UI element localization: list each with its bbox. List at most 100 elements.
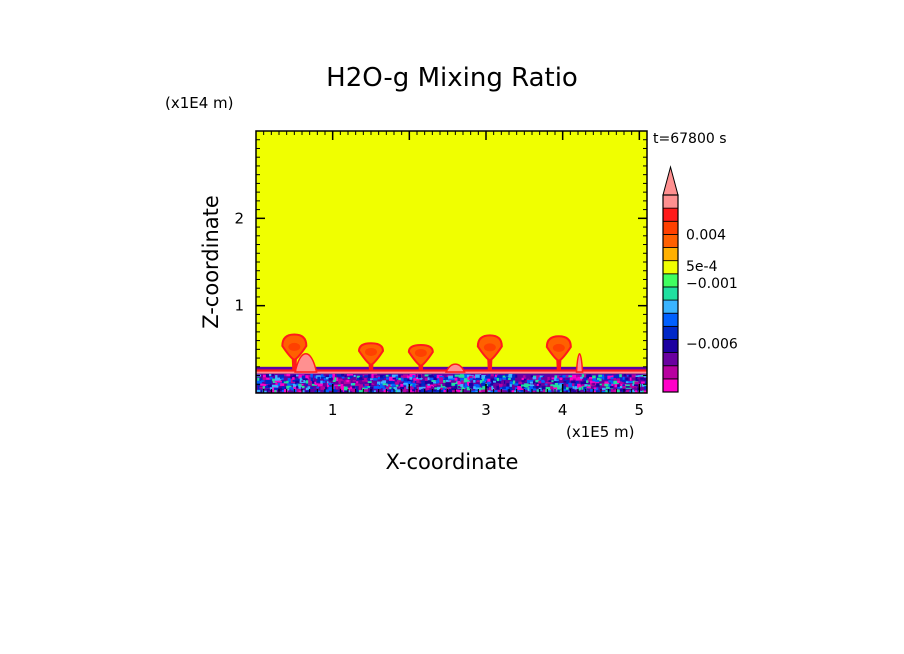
boundary-layer-cell bbox=[475, 374, 482, 379]
boundary-layer-cell bbox=[518, 381, 522, 386]
boundary-layer-cell bbox=[299, 380, 306, 383]
y-tick-label: 2 bbox=[234, 209, 244, 227]
boundary-layer-cell bbox=[323, 383, 330, 387]
boundary-layer-cell bbox=[430, 377, 434, 381]
x-tick-label: 5 bbox=[635, 401, 645, 419]
boundary-layer-cell bbox=[475, 389, 480, 392]
boundary-layer-cell bbox=[568, 390, 571, 393]
boundary-layer-cell bbox=[350, 389, 356, 392]
boundary-layer-cell bbox=[353, 374, 356, 377]
boundary-layer-cell bbox=[436, 390, 442, 393]
time-label: t=67800 s bbox=[653, 131, 727, 147]
boundary-layer-cell bbox=[580, 376, 583, 379]
boundary-layer-cell bbox=[275, 375, 278, 380]
boundary-layer-cell bbox=[373, 374, 378, 379]
colorbar-segment bbox=[662, 194, 679, 209]
boundary-layer-cell bbox=[296, 383, 299, 387]
boundary-layer-cell bbox=[547, 387, 551, 390]
boundary-layer-cell bbox=[442, 383, 448, 387]
boundary-layer-cell bbox=[487, 381, 492, 385]
surface-mound bbox=[575, 352, 584, 373]
boundary-layer-cell bbox=[379, 386, 385, 388]
boundary-layer-cell bbox=[617, 378, 620, 382]
boundary-layer-cell bbox=[421, 389, 425, 393]
boundary-layer-cell bbox=[407, 378, 411, 382]
boundary-layer-cell bbox=[337, 390, 341, 393]
boundary-layer-cell bbox=[316, 386, 319, 389]
boundary-layer-cell bbox=[320, 376, 328, 379]
colorbar-segment bbox=[662, 352, 679, 367]
boundary-layer-cell bbox=[628, 381, 634, 383]
boundary-layer-cell bbox=[521, 380, 526, 382]
boundary-layer-cell bbox=[532, 376, 539, 380]
boundary-layer-cell bbox=[364, 383, 370, 386]
boundary-layer-cell bbox=[596, 383, 602, 387]
boundary-layer-cell bbox=[631, 374, 636, 379]
boundary-layer-cell bbox=[320, 374, 325, 378]
boundary-layer-cell bbox=[328, 380, 334, 383]
boundary-layer-cell bbox=[409, 389, 415, 393]
boundary-layer-cell bbox=[638, 390, 643, 393]
boundary-layer-cell bbox=[505, 380, 511, 385]
boundary-layer-cell bbox=[401, 377, 404, 382]
boundary-layer-cell bbox=[634, 390, 641, 393]
boundary-layer-cell bbox=[550, 386, 554, 390]
boundary-layer-cell bbox=[301, 383, 304, 386]
boundary-layer-cell bbox=[605, 374, 613, 377]
boundary-layer-cell bbox=[443, 378, 448, 381]
boundary-layer-cell bbox=[395, 377, 399, 380]
plume-core bbox=[288, 342, 301, 351]
boundary-layer-cell bbox=[634, 381, 640, 386]
boundary-layer-cell bbox=[386, 389, 392, 392]
x-tick-label: 4 bbox=[558, 401, 568, 419]
boundary-layer-cell bbox=[523, 375, 526, 378]
boundary-layer-cell bbox=[475, 384, 481, 388]
boundary-layer-cell bbox=[308, 379, 314, 384]
boundary-layer-cell bbox=[281, 377, 286, 380]
boundary-layer-cell bbox=[347, 387, 351, 391]
boundary-layer-cell bbox=[584, 384, 588, 387]
boundary-layer-cell bbox=[388, 380, 394, 385]
boundary-layer-cell bbox=[454, 377, 458, 381]
boundary-layer-cell bbox=[631, 377, 637, 381]
boundary-layer-cell bbox=[458, 385, 462, 389]
boundary-layer-cell bbox=[518, 390, 526, 393]
boundary-layer-cell bbox=[578, 387, 582, 392]
boundary-layer-cell bbox=[425, 387, 430, 391]
boundary-layer-cell bbox=[359, 375, 363, 379]
boundary-layer-cell bbox=[406, 390, 411, 393]
boundary-layer-cell bbox=[290, 378, 294, 381]
boundary-layer-cell bbox=[296, 385, 301, 389]
boundary-layer-cell bbox=[298, 374, 305, 379]
boundary-layer-cell bbox=[416, 380, 422, 383]
boundary-layer-cell bbox=[614, 384, 619, 389]
boundary-layer-cell bbox=[496, 375, 502, 380]
boundary-layer-cell bbox=[377, 386, 382, 389]
boundary-layer-cell bbox=[553, 387, 560, 391]
boundary-layer-cell bbox=[556, 378, 559, 381]
boundary-layer-cell bbox=[601, 390, 608, 393]
boundary-layer-cell bbox=[478, 390, 482, 393]
boundary-layer-cell bbox=[622, 376, 625, 382]
boundary-layer-cell bbox=[403, 389, 408, 393]
boundary-layer-cell bbox=[583, 386, 587, 392]
boundary-layer-cell bbox=[388, 384, 391, 388]
surface-mound bbox=[444, 363, 466, 373]
boundary-layer-cell bbox=[511, 384, 515, 389]
boundary-layer-cell bbox=[437, 383, 443, 386]
boundary-layer-cell bbox=[596, 387, 599, 390]
boundary-layer-cell bbox=[518, 377, 522, 382]
boundary-layer-cell bbox=[586, 374, 592, 379]
colorbar-label: 5e-4 bbox=[686, 259, 718, 275]
boundary-layer-cell bbox=[592, 375, 596, 380]
boundary-layer-cell bbox=[302, 390, 305, 393]
boundary-layer-cell bbox=[505, 386, 510, 391]
boundary-layer-cell bbox=[619, 374, 622, 378]
boundary-layer-cell bbox=[290, 383, 296, 386]
boundary-layer-cell bbox=[548, 375, 554, 379]
colorbar-segment bbox=[662, 273, 679, 288]
colorbar: 0.004 5e-4−0.001 −0.006 bbox=[662, 165, 738, 393]
boundary-layer-cell bbox=[629, 383, 634, 387]
boundary-layer-cell bbox=[517, 374, 524, 379]
boundary-layer-cell bbox=[452, 390, 456, 393]
